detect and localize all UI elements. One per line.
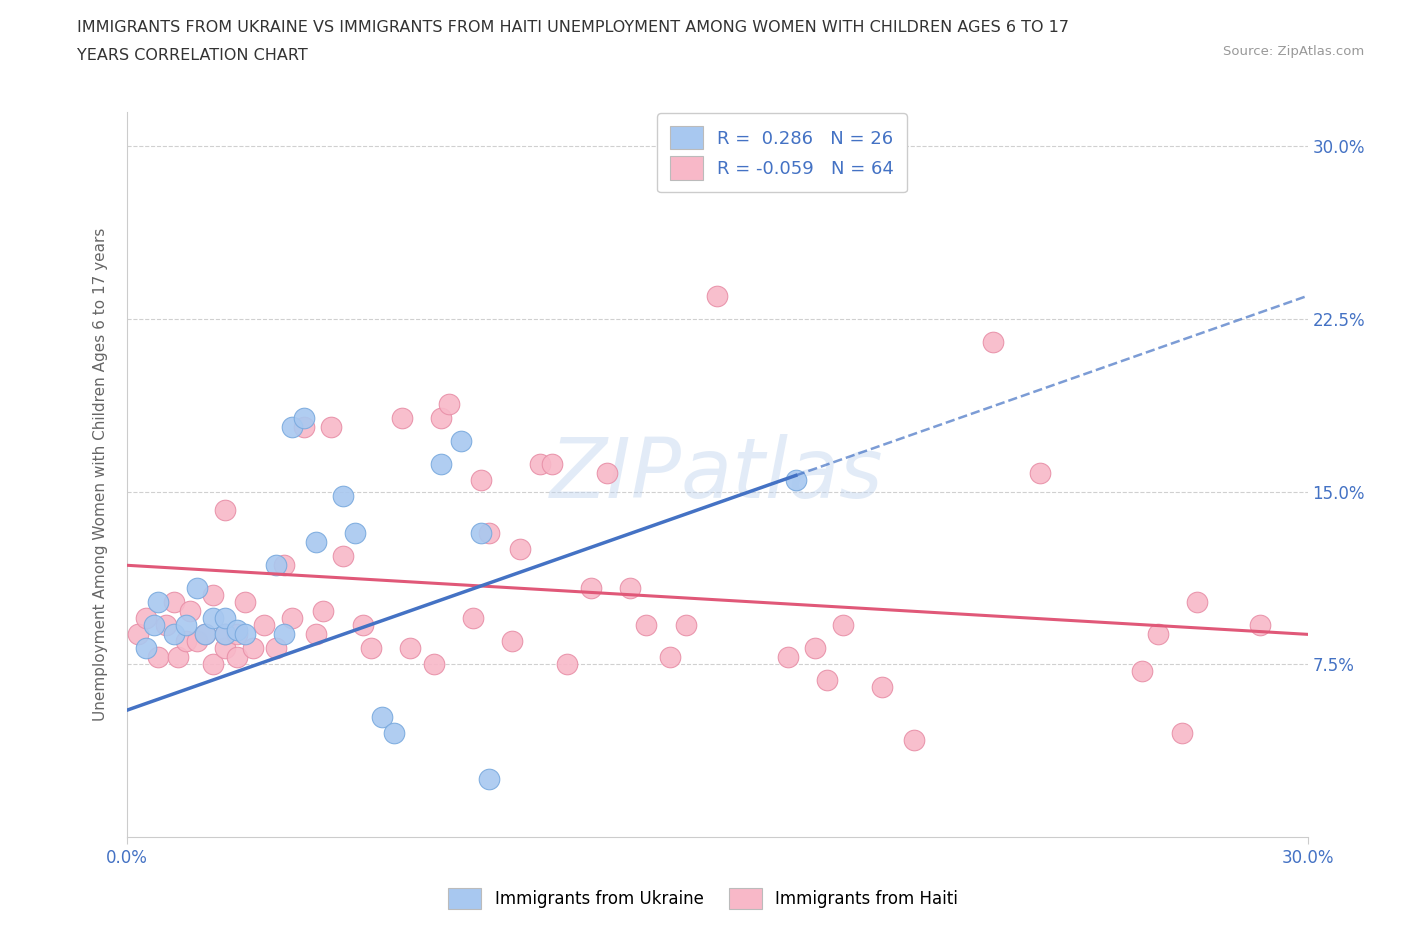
Point: [832, 618, 855, 632]
Point: [596, 466, 619, 481]
Point: [1249, 618, 1271, 632]
Point: [785, 472, 807, 487]
Point: [872, 680, 894, 695]
Point: [202, 588, 225, 603]
Point: [281, 419, 304, 434]
Point: [658, 650, 681, 665]
Point: [174, 634, 197, 649]
Point: [360, 641, 382, 656]
Point: [557, 657, 579, 671]
Point: [540, 457, 562, 472]
Point: [371, 710, 394, 724]
Point: [146, 650, 169, 665]
Point: [312, 604, 335, 618]
Point: [470, 525, 492, 540]
Point: [579, 581, 602, 596]
Point: [430, 410, 453, 425]
Point: [529, 457, 551, 472]
Point: [233, 594, 256, 609]
Text: YEARS CORRELATION CHART: YEARS CORRELATION CHART: [77, 48, 308, 63]
Point: [343, 525, 366, 540]
Point: [127, 627, 149, 642]
Text: Source: ZipAtlas.com: Source: ZipAtlas.com: [1223, 45, 1364, 58]
Point: [225, 622, 247, 637]
Point: [903, 733, 925, 748]
Point: [382, 726, 405, 741]
Point: [135, 611, 157, 626]
Point: [981, 335, 1004, 350]
Point: [166, 650, 188, 665]
Point: [470, 472, 492, 487]
Point: [143, 618, 166, 632]
Point: [202, 611, 225, 626]
Point: [186, 581, 208, 596]
Point: [186, 634, 208, 649]
Point: [214, 611, 236, 626]
Point: [242, 641, 264, 656]
Point: [163, 594, 186, 609]
Point: [292, 410, 315, 425]
Point: [422, 657, 444, 671]
Point: [706, 288, 728, 303]
Point: [1029, 466, 1052, 481]
Text: ZIPatlas: ZIPatlas: [550, 433, 884, 515]
Point: [1147, 627, 1170, 642]
Point: [163, 627, 186, 642]
Point: [281, 611, 304, 626]
Point: [1130, 664, 1153, 679]
Point: [202, 657, 225, 671]
Point: [804, 641, 827, 656]
Point: [264, 641, 287, 656]
Point: [391, 410, 413, 425]
Point: [332, 549, 354, 564]
Point: [304, 535, 326, 550]
Point: [253, 618, 276, 632]
Point: [214, 641, 236, 656]
Point: [430, 457, 453, 472]
Legend: R =  0.286   N = 26, R = -0.059   N = 64: R = 0.286 N = 26, R = -0.059 N = 64: [658, 113, 907, 193]
Point: [1187, 594, 1209, 609]
Point: [745, 143, 768, 158]
Point: [273, 558, 295, 573]
Text: IMMIGRANTS FROM UKRAINE VS IMMIGRANTS FROM HAITI UNEMPLOYMENT AMONG WOMEN WITH C: IMMIGRANTS FROM UKRAINE VS IMMIGRANTS FR…: [77, 20, 1070, 35]
Point: [461, 611, 484, 626]
Point: [135, 641, 157, 656]
Point: [214, 627, 236, 642]
Point: [321, 419, 343, 434]
Point: [155, 618, 177, 632]
Point: [304, 627, 326, 642]
Point: [225, 627, 247, 642]
Point: [264, 558, 287, 573]
Point: [478, 772, 501, 787]
Point: [675, 618, 697, 632]
Point: [399, 641, 422, 656]
Point: [179, 604, 201, 618]
Point: [332, 489, 354, 504]
Point: [194, 627, 217, 642]
Point: [194, 627, 217, 642]
Point: [478, 525, 501, 540]
Point: [214, 627, 236, 642]
Point: [450, 433, 472, 448]
Point: [214, 502, 236, 517]
Point: [636, 618, 658, 632]
Point: [501, 634, 523, 649]
Point: [174, 618, 197, 632]
Point: [352, 618, 374, 632]
Point: [146, 594, 169, 609]
Point: [1170, 726, 1192, 741]
Point: [292, 419, 315, 434]
Point: [776, 650, 799, 665]
Point: [619, 581, 641, 596]
Point: [509, 541, 531, 556]
Point: [273, 627, 295, 642]
Point: [225, 650, 247, 665]
Point: [233, 627, 256, 642]
Y-axis label: Unemployment Among Women with Children Ages 6 to 17 years: Unemployment Among Women with Children A…: [93, 228, 108, 721]
Point: [815, 673, 838, 688]
Legend: Immigrants from Ukraine, Immigrants from Haiti: Immigrants from Ukraine, Immigrants from…: [440, 880, 966, 917]
Point: [439, 396, 461, 411]
